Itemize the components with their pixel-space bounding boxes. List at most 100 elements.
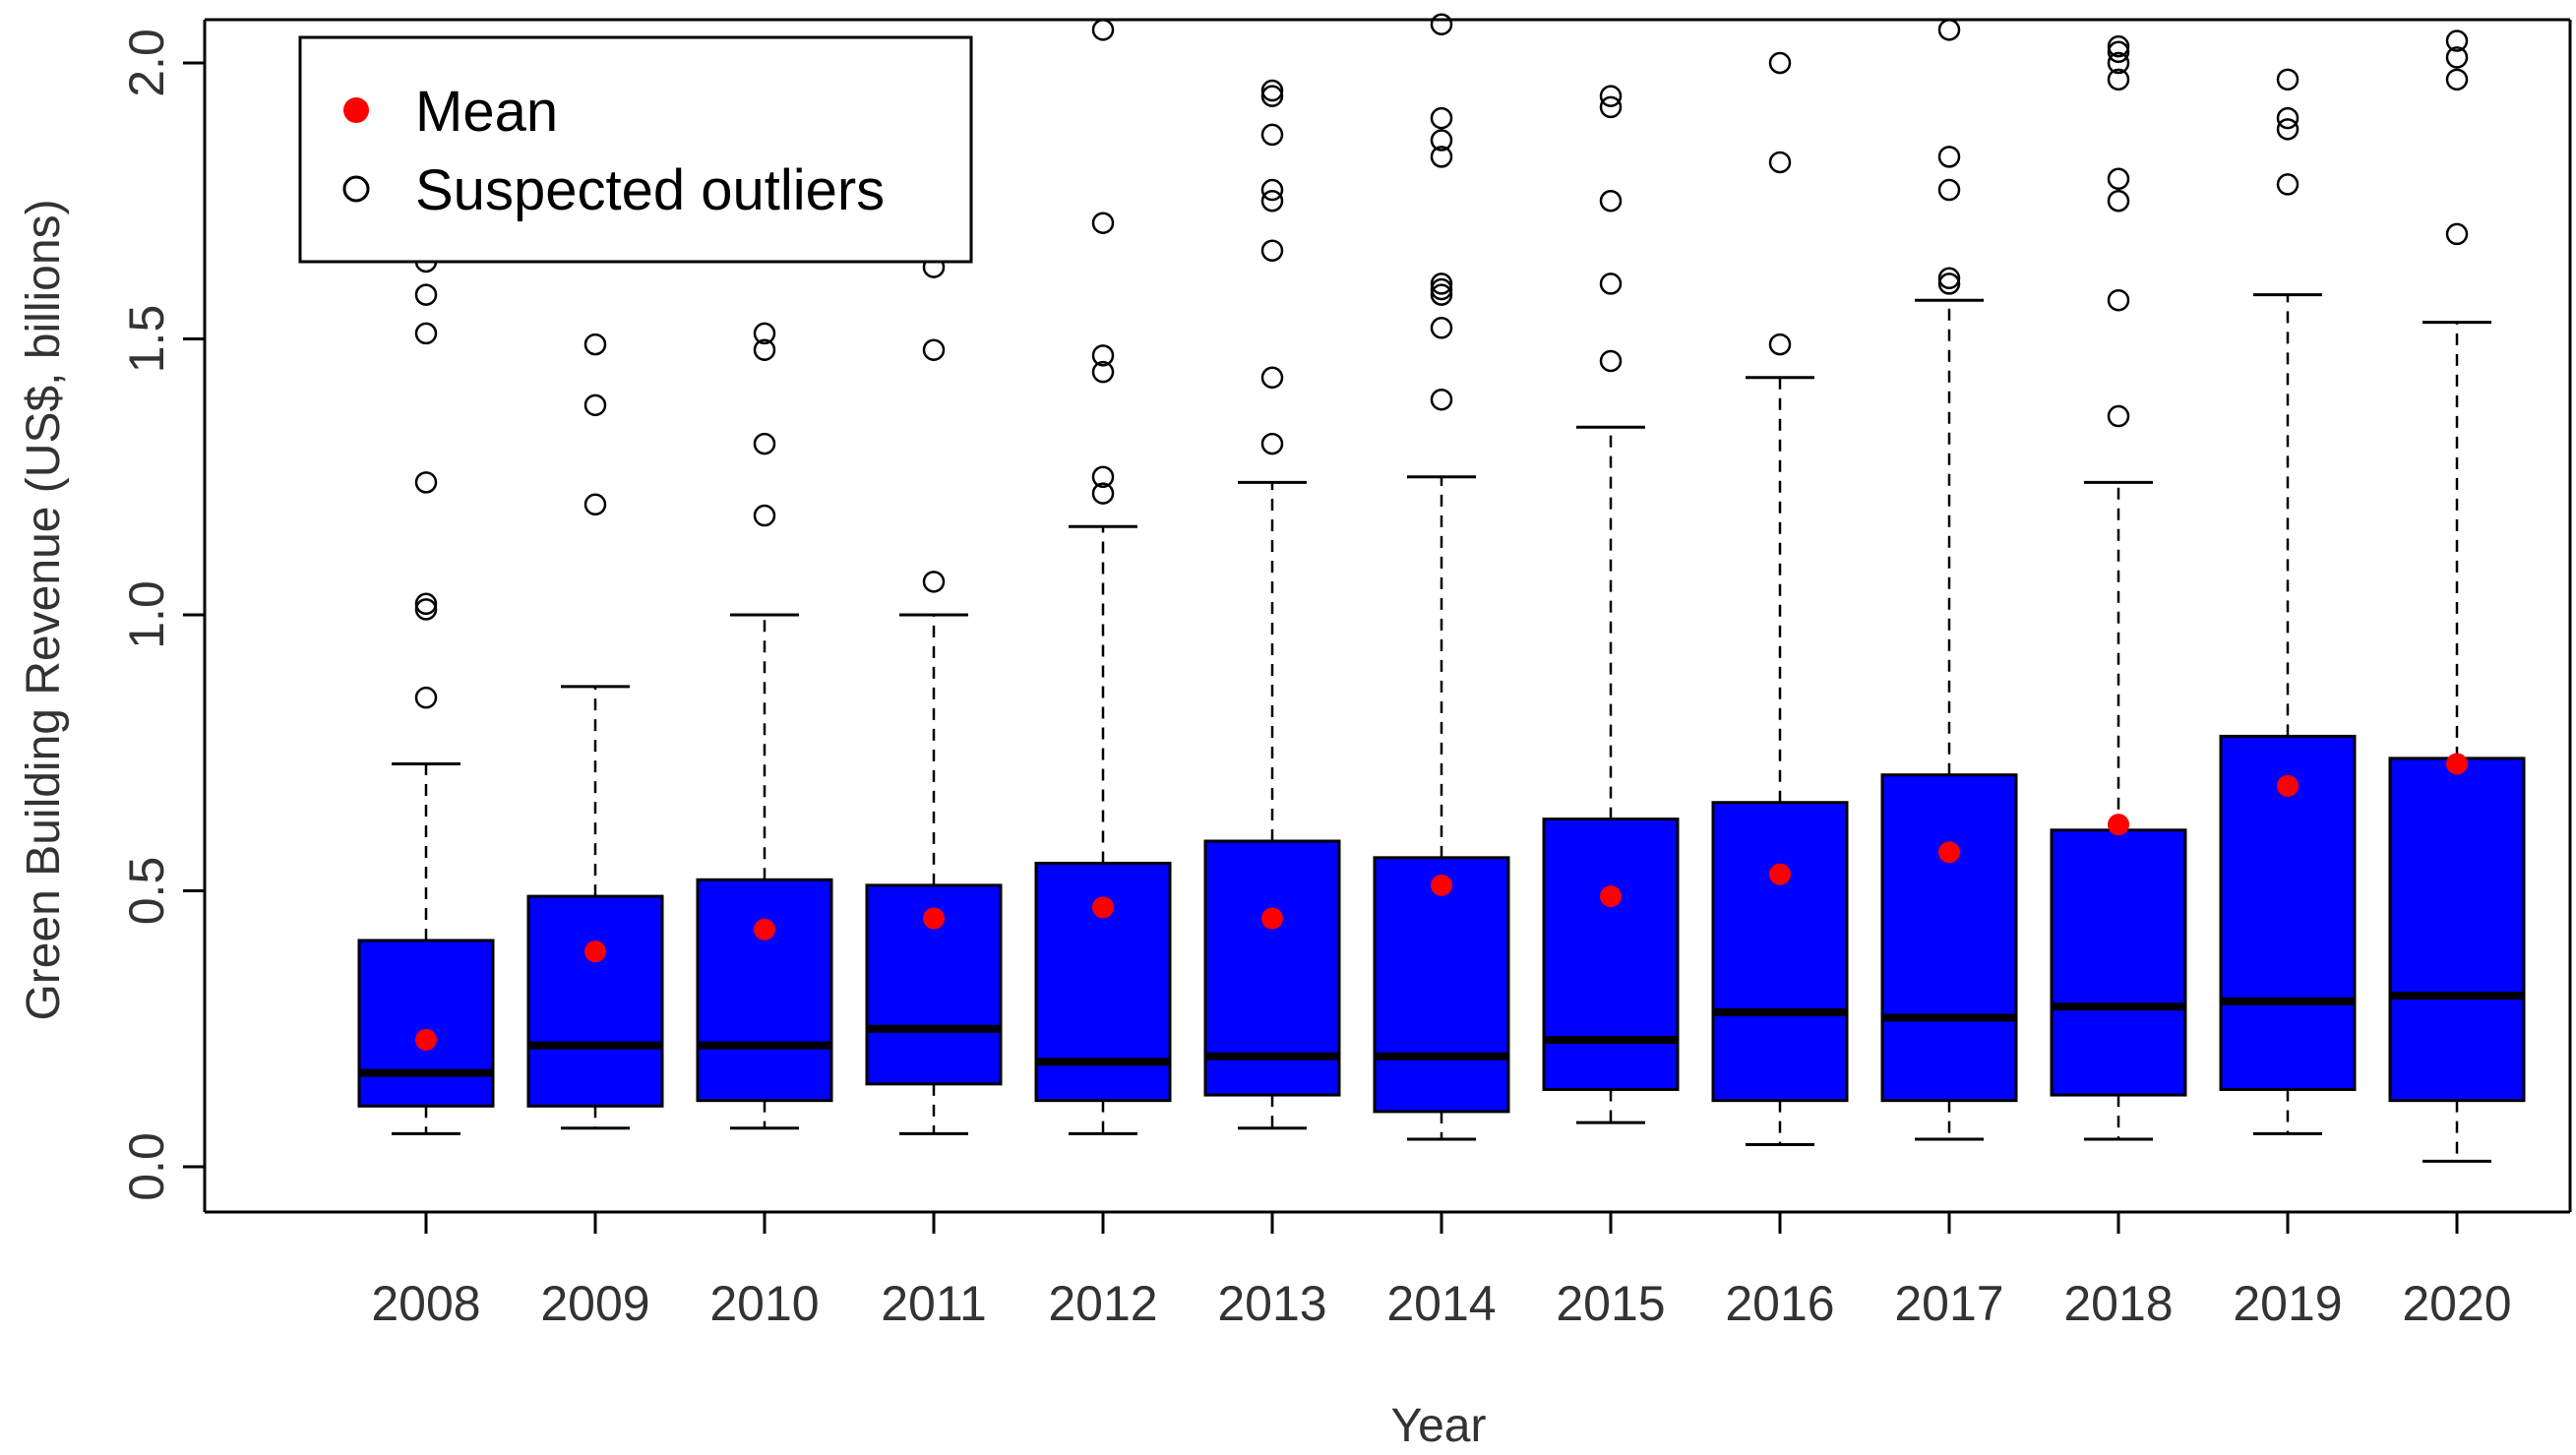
- x-axis: 2008 2009 2010 2011 2012 2013 2014 2015 2016 2017…: [371, 1212, 2512, 1331]
- outlier-point: [1768, 333, 1792, 356]
- mean-point: [1431, 874, 1452, 896]
- outlier-point: [1430, 317, 1453, 339]
- outlier-point: [1260, 178, 1284, 202]
- outlier-point: [2107, 190, 2130, 212]
- outlier-point: [1430, 273, 1453, 295]
- outlier-point: [1091, 360, 1115, 384]
- mean-point: [1092, 896, 1114, 919]
- outlier-point: [583, 493, 607, 516]
- x-axis-title: Year: [1391, 1400, 1487, 1452]
- mean-point: [923, 907, 945, 930]
- x-tick-label: 2012: [1048, 1276, 1157, 1331]
- outlier-point: [2445, 30, 2469, 52]
- outlier-point: [1091, 465, 1115, 488]
- iqr-box: [2388, 757, 2526, 1103]
- iqr-box: [526, 894, 664, 1108]
- x-tick-label: 2015: [1556, 1276, 1665, 1331]
- outlier-point: [1599, 85, 1623, 107]
- y-tick-label: 1.5: [119, 305, 174, 374]
- outlier-point: [1091, 482, 1115, 505]
- y-tick-label: 0.0: [119, 1132, 174, 1201]
- outlier-point: [583, 394, 607, 417]
- outlier-point: [2445, 46, 2469, 69]
- outlier-point: [1430, 129, 1453, 152]
- outlier-point: [2107, 68, 2130, 91]
- x-tick-label: 2014: [1386, 1276, 1496, 1331]
- outlier-point: [1430, 106, 1453, 130]
- outlier-point: [2107, 51, 2130, 75]
- x-tick-label: 2019: [2233, 1276, 2342, 1331]
- outlier-point: [414, 686, 438, 709]
- outlier-point: [1599, 95, 1623, 119]
- box-group: [1373, 13, 1510, 1141]
- outlier-point: [1768, 51, 1792, 75]
- box-group: [696, 322, 833, 1130]
- iqr-box: [1880, 773, 2018, 1103]
- x-tick-label: 2018: [2063, 1276, 2173, 1331]
- outlier-point: [2276, 68, 2300, 91]
- box-group: [865, 256, 1003, 1135]
- x-tick-label: 2011: [881, 1276, 987, 1331]
- outlier-point: [1937, 146, 1961, 168]
- mean-point: [2108, 814, 2129, 836]
- outlier-point: [1260, 239, 1284, 262]
- box-group: [1034, 19, 1172, 1135]
- outlier-point: [1260, 123, 1284, 147]
- box-group: [1880, 19, 2018, 1141]
- outlier-point: [1937, 19, 1961, 41]
- outlier-point: [1260, 85, 1284, 107]
- box-group: [357, 250, 495, 1135]
- legend: Mean Suspected outliers: [298, 35, 973, 264]
- x-tick-label: 2016: [1725, 1276, 1834, 1331]
- outlier-point: [2445, 222, 2469, 246]
- plot-area: [357, 13, 2526, 1163]
- iqr-box: [696, 878, 833, 1103]
- mean-point: [1769, 863, 1791, 885]
- box-group: [2388, 30, 2526, 1163]
- iqr-box: [1373, 856, 1510, 1114]
- iqr-box: [1711, 801, 1849, 1103]
- outlier-point: [2107, 167, 2130, 191]
- outlier-point: [1430, 283, 1453, 306]
- mean-point: [1938, 841, 1960, 864]
- legend-box: [298, 35, 973, 264]
- outlier-point: [1937, 267, 1961, 290]
- box-group: [1711, 51, 1849, 1147]
- outlier-point: [1091, 19, 1115, 41]
- outlier-point: [414, 283, 438, 306]
- x-tick-label: 2010: [709, 1276, 819, 1331]
- outlier-point: [2276, 106, 2300, 130]
- outlier-point: [1937, 178, 1961, 202]
- y-axis: 0.0 0.5 1.0 1.5 2.0: [119, 29, 205, 1201]
- mean-point: [1600, 885, 1622, 908]
- legend-outlier-label: Suspected outliers: [415, 158, 885, 222]
- x-tick-label: 2009: [540, 1276, 649, 1331]
- outlier-point: [2445, 68, 2469, 91]
- y-tick-label: 2.0: [119, 29, 174, 97]
- outlier-point: [922, 338, 946, 361]
- mean-point: [2277, 774, 2299, 797]
- outlier-point: [1599, 273, 1623, 295]
- outlier-point: [753, 432, 776, 455]
- legend-mean-label: Mean: [415, 80, 558, 144]
- legend-mean-marker: [343, 97, 369, 123]
- outlier-point: [753, 504, 776, 527]
- mean-point: [1261, 907, 1283, 930]
- outlier-point: [1091, 344, 1115, 367]
- iqr-box: [357, 939, 495, 1108]
- x-tick-label: 2020: [2402, 1276, 2511, 1331]
- outlier-point: [2276, 173, 2300, 196]
- y-tick-label: 1.0: [119, 580, 174, 649]
- mean-point: [2446, 753, 2468, 775]
- outlier-point: [2276, 118, 2300, 141]
- outlier-point: [2107, 40, 2130, 64]
- outlier-point: [1430, 388, 1453, 411]
- outlier-point: [414, 592, 438, 616]
- outlier-point: [1430, 277, 1453, 301]
- legend-outlier-marker: [342, 175, 370, 203]
- box-group: [1203, 79, 1341, 1130]
- outlier-point: [2107, 404, 2130, 428]
- outlier-point: [1599, 349, 1623, 373]
- outlier-point: [2107, 288, 2130, 312]
